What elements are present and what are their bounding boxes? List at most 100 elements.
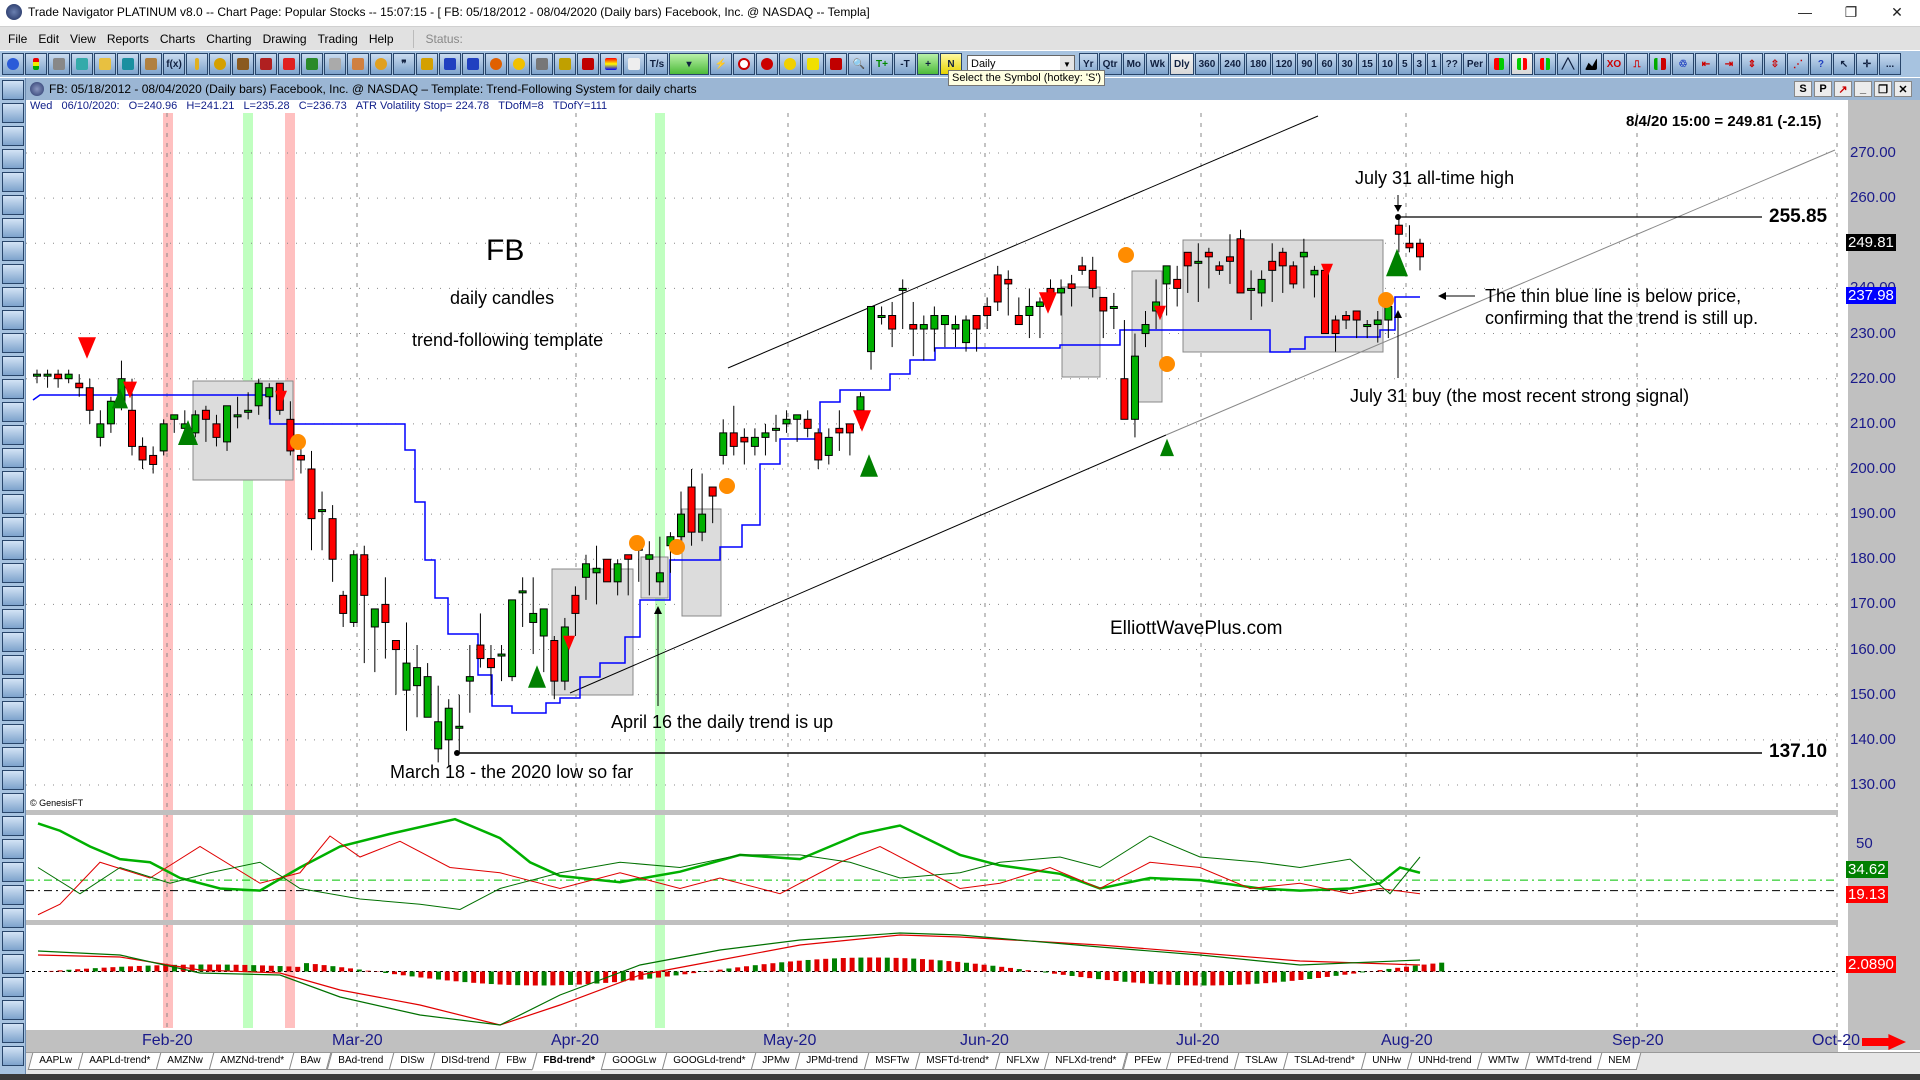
period-30[interactable]: 30 xyxy=(1337,53,1357,75)
tab-pfew[interactable]: PFEw xyxy=(1122,1053,1172,1070)
price-axis[interactable]: 270.00260.00250.00240.00230.00220.00210.… xyxy=(1838,100,1920,1050)
text-minus-icon[interactable]: -T xyxy=(894,53,916,75)
tab-jpmd-trend[interactable]: JPMd-trend xyxy=(794,1053,870,1070)
shift-right-icon[interactable]: ⇥ xyxy=(1717,53,1740,75)
menu-charting[interactable]: Charting xyxy=(206,31,252,46)
menu-file[interactable]: File xyxy=(8,31,28,46)
dropdown-arrow-icon[interactable]: ▼ xyxy=(1060,56,1074,72)
grid-icon[interactable] xyxy=(600,53,622,75)
bracket-icon[interactable] xyxy=(2,540,24,560)
horizontal-line-icon[interactable] xyxy=(2,402,24,422)
date-axis[interactable]: Feb-20 Mar-20 Apr-20 May-20 Jun-20 Jul-20 Aug-… xyxy=(26,1030,1860,1052)
tools-icon[interactable] xyxy=(48,53,70,75)
grid-lines-alt-icon[interactable] xyxy=(2,1000,24,1020)
chart-wizard-icon[interactable] xyxy=(347,53,369,75)
tab-baw[interactable]: BAw xyxy=(289,1053,333,1070)
period-180[interactable]: 180 xyxy=(1245,53,1271,75)
line-chart-icon[interactable]: ╱╲ xyxy=(1556,53,1579,75)
pointer-icon[interactable]: ↖ xyxy=(1832,53,1855,75)
scroll-right-arrow-icon[interactable] xyxy=(1862,1034,1906,1050)
fork-icon[interactable] xyxy=(2,839,24,859)
more-button[interactable]: ... xyxy=(1878,53,1901,75)
period-90[interactable]: 90 xyxy=(1297,53,1317,75)
list-icon[interactable] xyxy=(439,53,461,75)
price-chart[interactable] xyxy=(26,113,1838,1030)
document-icon[interactable] xyxy=(324,53,346,75)
point-figure-icon[interactable]: XO xyxy=(1602,53,1625,75)
rectangle-icon[interactable] xyxy=(2,563,24,583)
alert-icon[interactable] xyxy=(2,264,24,284)
tab-tslaw[interactable]: TSLAw xyxy=(1234,1053,1289,1070)
tab-disw[interactable]: DISw xyxy=(388,1053,436,1070)
dollar-line-icon[interactable] xyxy=(2,333,24,353)
period-60[interactable]: 60 xyxy=(1317,53,1337,75)
globe-icon[interactable] xyxy=(2,53,24,75)
tab-tslad-trend-[interactable]: TSLAd-trend* xyxy=(1283,1053,1367,1070)
tab-amznd-trend-[interactable]: AMZNd-trend* xyxy=(208,1053,295,1070)
pie-icon[interactable] xyxy=(485,53,507,75)
period-120[interactable]: 120 xyxy=(1271,53,1297,75)
link-icon[interactable] xyxy=(554,53,576,75)
tab-unhd-trend[interactable]: UNHd-trend xyxy=(1406,1053,1483,1070)
report-icon[interactable] xyxy=(301,53,323,75)
period-per[interactable]: Per xyxy=(1462,53,1487,75)
gears-icon[interactable] xyxy=(370,53,392,75)
fib-extension-icon[interactable] xyxy=(2,655,24,675)
sine-icon[interactable] xyxy=(2,701,24,721)
speed-lines-icon[interactable] xyxy=(2,747,24,767)
traffic-light-icon[interactable] xyxy=(25,53,47,75)
ladder-icon[interactable] xyxy=(577,53,599,75)
tab-wmtd-trend[interactable]: WMTd-trend xyxy=(1524,1053,1603,1070)
draw-icon[interactable] xyxy=(2,195,24,215)
library-icon[interactable] xyxy=(255,53,277,75)
time-cycle-icon[interactable] xyxy=(2,931,24,951)
bars-icon[interactable] xyxy=(825,53,847,75)
chart-restore-button[interactable]: ❐ xyxy=(1874,81,1892,97)
candle-chart-icon[interactable] xyxy=(1510,53,1533,75)
tab-pfed-trend[interactable]: PFEd-trend xyxy=(1165,1053,1240,1070)
menu-trading[interactable]: Trading xyxy=(317,31,358,46)
chart-area[interactable] xyxy=(26,113,1838,1030)
tab-fbw[interactable]: FBw xyxy=(494,1053,538,1070)
horizontal-ray-icon[interactable] xyxy=(2,379,24,399)
gann-icon[interactable] xyxy=(2,793,24,813)
shift-left-icon[interactable]: ⇤ xyxy=(1694,53,1717,75)
camera-icon[interactable] xyxy=(531,53,553,75)
menu-help[interactable]: Help xyxy=(368,31,394,46)
add-chart-icon[interactable]: + xyxy=(917,53,939,75)
vertical-scale-icon[interactable] xyxy=(2,241,24,261)
expand-icon[interactable]: ⇳ xyxy=(1763,53,1786,75)
fib-retracement-icon[interactable] xyxy=(2,632,24,652)
quote-icon[interactable]: ❞ xyxy=(393,53,415,75)
menu-drawing[interactable]: Drawing xyxy=(262,31,307,46)
crosshair-icon[interactable]: ✛ xyxy=(1855,53,1878,75)
film-icon[interactable] xyxy=(802,53,824,75)
magnifier-icon[interactable]: 🔍 xyxy=(848,53,870,75)
net-icon[interactable] xyxy=(140,53,162,75)
tab-amznw[interactable]: AMZNw xyxy=(155,1053,214,1070)
period-10[interactable]: 10 xyxy=(1377,53,1397,75)
chart-popout-button[interactable]: ↗ xyxy=(1834,81,1852,97)
helmet-icon[interactable] xyxy=(756,53,778,75)
tab-disd-trend[interactable]: DISd-trend xyxy=(429,1053,501,1070)
mountain-chart-icon[interactable] xyxy=(1579,53,1602,75)
bell-icon[interactable] xyxy=(416,53,438,75)
period-240[interactable]: 240 xyxy=(1220,53,1245,75)
magnet-icon[interactable] xyxy=(2,172,24,192)
text-plus-icon[interactable]: T+ xyxy=(871,53,893,75)
period-wk[interactable]: Wk xyxy=(1146,53,1170,75)
tab-fbd-trend-[interactable]: FBd-trend* xyxy=(531,1053,607,1071)
arrow-icon[interactable] xyxy=(2,448,24,468)
ts-icon[interactable]: T/s xyxy=(646,53,668,75)
compress-icon[interactable]: ⇕ xyxy=(1740,53,1763,75)
screen-icon[interactable] xyxy=(2,218,24,238)
chart-minimize-button[interactable]: _ xyxy=(1854,81,1872,97)
time-ext-icon[interactable] xyxy=(2,954,24,974)
tab-wmtw[interactable]: WMTw xyxy=(1476,1053,1531,1070)
trendline-icon[interactable] xyxy=(2,287,24,307)
sun-icon[interactable] xyxy=(508,53,530,75)
channel-icon[interactable] xyxy=(2,310,24,330)
upload-icon[interactable] xyxy=(278,53,300,75)
close-button[interactable]: ✕ xyxy=(1891,3,1903,20)
basket-icon[interactable] xyxy=(232,53,254,75)
